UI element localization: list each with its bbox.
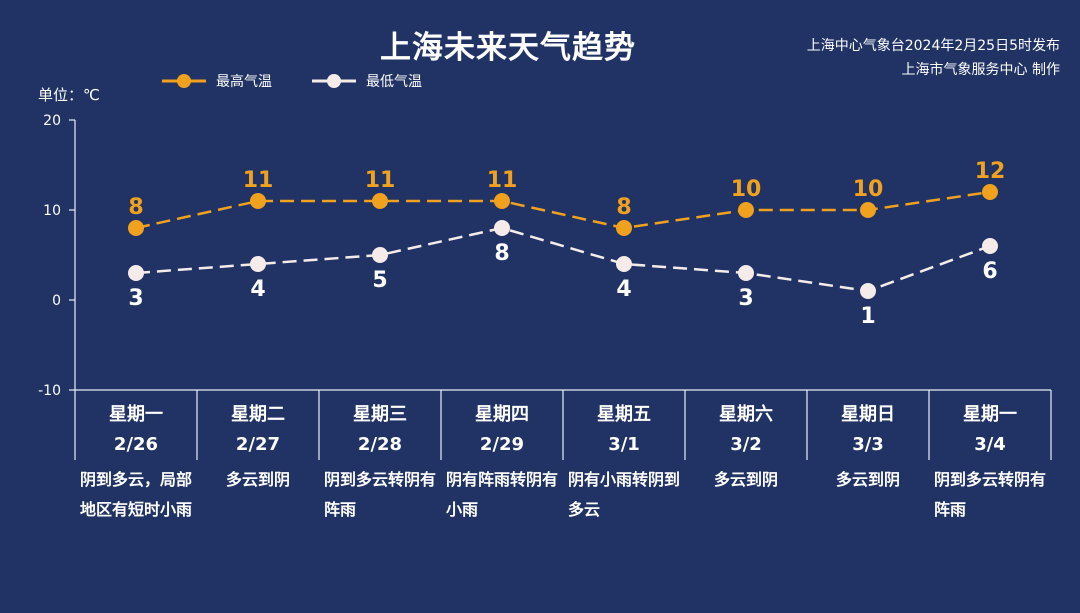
low-temp-point [738, 265, 754, 281]
high-temp-label: 11 [487, 168, 518, 193]
low-temp-label: 4 [616, 277, 631, 302]
legend-low-marker-icon [312, 74, 356, 88]
date-label: 3/2 [730, 434, 762, 455]
date-label: 3/4 [974, 434, 1006, 455]
low-temp-point [372, 247, 388, 263]
y-tick-label: 20 [43, 113, 61, 129]
date-label: 2/26 [113, 434, 159, 455]
legend-item-low: 最低气温 [312, 70, 422, 92]
day-header: 星期一 2/26 [75, 392, 197, 462]
date-label: 3/3 [852, 434, 884, 455]
low-temp-label: 1 [860, 304, 875, 329]
high-temp-point [982, 184, 998, 200]
date-label: 2/27 [235, 434, 281, 455]
high-temp-point [738, 202, 754, 218]
date-label: 2/29 [479, 434, 525, 455]
weather-description: 阴有阵雨转阴有小雨 [446, 470, 559, 519]
legend-low-label: 最低气温 [366, 74, 422, 90]
high-temp-label: 10 [853, 177, 884, 202]
low-temp-point [982, 238, 998, 254]
low-temp-point [860, 283, 876, 299]
weekday-label: 星期六 [719, 404, 773, 425]
low-temp-label: 8 [494, 241, 509, 266]
high-temp-point [860, 202, 876, 218]
high-temp-label: 11 [365, 168, 396, 193]
weather-description: 阴到多云转阴有阵雨 [324, 470, 437, 519]
low-temp-label: 5 [372, 268, 387, 293]
issuer-info: 上海中心气象台2024年2月25日5时发布 上海市气象服务中心 制作 [807, 34, 1060, 82]
day-header: 星期日 3/3 [807, 392, 929, 462]
high-temp-label: 12 [975, 159, 1006, 184]
y-tick-label: 0 [52, 293, 61, 309]
low-temp-point [128, 265, 144, 281]
y-tick-label: 10 [43, 203, 61, 219]
low-temp-label: 3 [128, 286, 143, 311]
weather-description: 多云到阴 [225, 470, 290, 489]
low-temp-line [135, 226, 991, 293]
chart-title: 上海未来天气趋势 [380, 30, 636, 66]
y-tick-label: -10 [38, 383, 61, 399]
weekday-label: 星期一 [109, 404, 163, 425]
high-temp-point [494, 193, 510, 209]
legend-item-high: 最高气温 [162, 70, 272, 92]
low-temp-label: 4 [250, 277, 265, 302]
low-temp-point [494, 220, 510, 236]
low-temp-point [616, 256, 632, 272]
high-temp-line [135, 190, 991, 230]
issuer-line-2: 上海市气象服务中心 制作 [901, 62, 1060, 78]
weekday-label: 星期五 [597, 404, 651, 425]
weather-description: 多云到阴 [713, 470, 778, 489]
weekday-label: 星期一 [963, 404, 1017, 425]
issuer-line-1: 上海中心气象台2024年2月25日5时发布 [806, 38, 1060, 54]
high-temp-point [372, 193, 388, 209]
date-label: 2/28 [357, 434, 403, 455]
day-header: 星期四 2/29 [441, 392, 563, 462]
high-temp-label: 10 [731, 177, 762, 202]
unit-label: 单位：℃ [38, 86, 100, 104]
weather-description: 多云到阴 [835, 470, 900, 489]
high-temp-point [250, 193, 266, 209]
weather-description: 阴到多云，局部地区有短时小雨 [80, 470, 193, 519]
weekday-label: 星期四 [475, 404, 529, 425]
high-temp-label: 8 [616, 195, 631, 220]
legend-high-marker-icon [162, 74, 206, 88]
low-temp-label: 3 [738, 286, 753, 311]
weekday-label: 星期二 [231, 404, 285, 425]
legend-high-label: 最高气温 [216, 74, 272, 90]
low-temp-label: 6 [982, 259, 997, 284]
high-temp-point [616, 220, 632, 236]
high-temp-label: 8 [128, 195, 143, 220]
high-temp-label: 11 [243, 168, 274, 193]
weather-description: 阴有小雨转阴到多云 [568, 470, 681, 519]
high-temp-point [128, 220, 144, 236]
low-temp-point [250, 256, 266, 272]
day-header: 星期三 2/28 [319, 392, 441, 462]
day-header: 星期六 3/2 [685, 392, 807, 462]
date-label: 3/1 [608, 434, 640, 455]
weather-description: 阴到多云转阴有阵雨 [934, 470, 1047, 519]
weekday-label: 星期日 [841, 404, 895, 425]
weekday-label: 星期三 [353, 404, 407, 425]
day-header: 星期五 3/1 [563, 392, 685, 462]
day-header: 星期一 3/4 [929, 392, 1051, 462]
day-header: 星期二 2/27 [197, 392, 319, 462]
